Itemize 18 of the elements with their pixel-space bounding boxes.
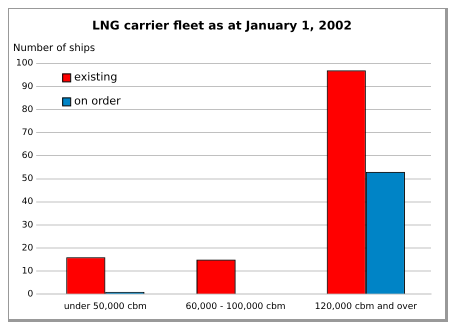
y-tick-label: 100 <box>16 58 34 69</box>
x-tick-label: under 50,000 cbm <box>64 302 147 312</box>
chart-title: LNG carrier fleet as at January 1, 2002 <box>92 18 352 32</box>
y-tick-label: 60 <box>22 151 34 162</box>
y-tick-label: 30 <box>22 220 34 230</box>
y-tick-label: 0 <box>27 290 34 300</box>
legend-label: existing <box>74 70 118 84</box>
legend-label: on order <box>74 94 122 108</box>
y-tick-label: 80 <box>22 104 34 115</box>
y-tick-label: 50 <box>22 174 34 184</box>
y-tick-label: 20 <box>22 243 34 254</box>
y-tick-label: 90 <box>22 82 34 92</box>
x-tick-label: 60,000 - 100,000 cbm <box>186 302 286 312</box>
x-tick-label: 120,000 cbm and over <box>314 302 418 312</box>
y-tick-label: 10 <box>22 266 34 276</box>
y-axis-title: Number of ships <box>13 42 96 54</box>
y-tick-label: 40 <box>22 197 34 208</box>
y-tick-label: 70 <box>22 128 34 138</box>
